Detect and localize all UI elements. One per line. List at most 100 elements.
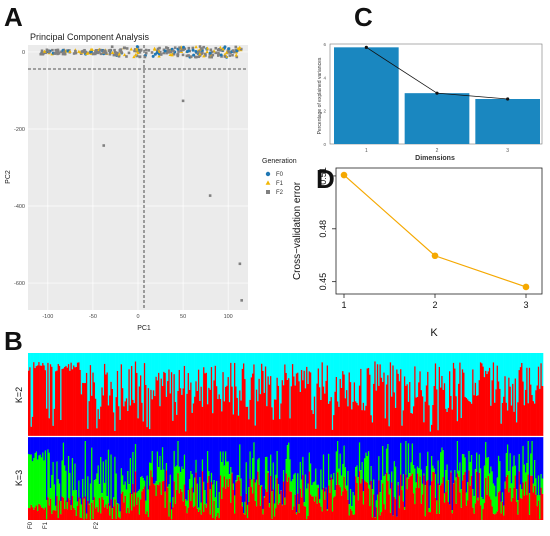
- admixture-k2-segment-red: [38, 362, 40, 436]
- pca-point-f2: [57, 52, 61, 55]
- pca-point-f1: [194, 45, 198, 49]
- admixture-k3-segment-blue: [436, 437, 438, 501]
- pca-point-f2: [68, 49, 71, 52]
- pca-point-f2: [198, 45, 202, 48]
- admixture-k3-segment-red: [450, 472, 452, 520]
- admixture-k3-segment-blue: [371, 437, 374, 490]
- admixture-k2-segment-cyan: [228, 353, 231, 403]
- admixture-k2-segment-red: [441, 375, 443, 436]
- admixture-k2-segment-cyan: [65, 353, 67, 366]
- pca-point-f2: [200, 51, 204, 55]
- admixture-k3-segment-green: [43, 460, 46, 510]
- admixture-k3-segment-blue: [173, 437, 176, 451]
- admixture-k3-segment-green: [149, 462, 151, 486]
- admixture-k3-segment-green: [83, 498, 85, 520]
- admixture-k3-segment-red: [515, 501, 518, 520]
- admixture-k3-segment-red: [286, 481, 289, 520]
- admixture-k3-segment-red: [152, 483, 155, 520]
- admixture-k3-segment-red: [223, 476, 226, 520]
- admixture-k3-segment-red: [509, 487, 512, 520]
- pca-point-f2: [203, 52, 207, 56]
- admixture-k2-segment-cyan: [467, 353, 469, 400]
- admixture-k3-segment-green: [114, 456, 116, 500]
- admixture-k2-segment-red: [451, 409, 454, 436]
- admixture-k3-segment-blue: [361, 437, 364, 463]
- admixture-k2-segment-red: [246, 406, 249, 436]
- admixture-k3-segment-red: [92, 518, 94, 520]
- admixture-k2-segment-red: [419, 371, 421, 436]
- pca-point-f2: [112, 53, 116, 57]
- admixture-k3-segment-green: [387, 444, 389, 482]
- pca-point-f2: [208, 55, 211, 59]
- admixture-k3-segment-red: [510, 501, 513, 520]
- variance-bar: [475, 99, 540, 144]
- admixture-k3-segment-blue: [458, 437, 460, 471]
- admixture-k2-segment-red: [232, 414, 235, 436]
- admixture-k3-segment-green: [221, 462, 223, 499]
- admixture-k3-segment-green: [424, 485, 427, 517]
- admixture-k3-segment-green: [142, 478, 145, 489]
- admixture-k3-segment-red: [267, 472, 270, 520]
- admixture-k2-segment-red: [89, 365, 92, 436]
- admixture-k3-segment-blue: [414, 437, 416, 469]
- admixture-k3-segment-green: [212, 484, 214, 518]
- pca-point-f2: [208, 194, 212, 197]
- admixture-k3-segment-blue: [42, 437, 44, 453]
- admixture-k2-segment-red: [459, 362, 461, 436]
- admixture-k3-segment-blue: [34, 437, 37, 454]
- admixture-k2-segment-red: [371, 422, 374, 436]
- pca-point-f2: [115, 53, 119, 57]
- admixture-k2-segment-cyan: [103, 353, 106, 364]
- admixture-k2-segment-red: [64, 366, 66, 436]
- admixture-k2-segment-red: [252, 373, 254, 436]
- admixture-k2-segment-cyan: [60, 353, 62, 421]
- admixture-k3-segment-blue: [125, 437, 128, 490]
- admixture-k3-segment-blue: [360, 437, 362, 471]
- admixture-k2-segment-cyan: [142, 353, 145, 422]
- admixture-k2-segment-cyan: [527, 353, 530, 404]
- admixture-k3-segment-blue: [375, 437, 378, 501]
- admixture-k3-segment-blue: [503, 437, 505, 506]
- admixture-k2-segment-cyan: [73, 353, 75, 366]
- pca-y-tick-label: -400: [14, 204, 25, 210]
- admixture-k2-segment-red: [300, 369, 303, 436]
- admixture-k2-segment-red: [523, 405, 526, 436]
- admixture-k3-segment-blue: [214, 437, 217, 498]
- admixture-k2-segment-cyan: [214, 353, 217, 366]
- admixture-k2-segment-cyan: [232, 353, 235, 415]
- admixture-k2-segment-cyan: [197, 353, 200, 370]
- admixture-k2-segment-cyan: [170, 353, 173, 373]
- admixture-k2-segment-cyan: [362, 353, 365, 403]
- admixture-k3-segment-green: [385, 448, 388, 473]
- admixture-k2-segment-red: [142, 421, 145, 436]
- pca-point-f2: [165, 49, 169, 53]
- admixture-k2-segment-red: [194, 396, 196, 436]
- admixture-k2-segment-red: [133, 403, 136, 436]
- admixture-k2-segment-cyan: [67, 353, 70, 365]
- admixture-k3-segment-green: [218, 492, 221, 519]
- admixture-k3-segment-green: [164, 491, 167, 508]
- admixture-k3-segment-blue: [527, 437, 530, 442]
- admixture-k3-segment-green: [499, 461, 501, 492]
- pca-point-f2: [102, 144, 106, 147]
- pca-legend-label: F0: [276, 172, 284, 178]
- pca-point-f2: [187, 46, 191, 50]
- admixture-k2-segment-red: [264, 366, 267, 436]
- admixture-k3-segment-red: [330, 477, 333, 520]
- admixture-k3-segment-green: [418, 468, 420, 488]
- admixture-k3-segment-blue: [203, 437, 205, 482]
- pca-point-f2: [144, 48, 148, 52]
- pca-point-f1: [198, 52, 202, 56]
- admixture-k3-segment-red: [456, 473, 459, 520]
- pca-point-f2: [138, 55, 141, 59]
- admixture-k3-segment-green: [39, 454, 42, 506]
- admixture-k3-segment-red: [400, 474, 402, 520]
- pca-legend-label: F2: [276, 190, 284, 196]
- admixture-k3-segment-red: [346, 490, 348, 520]
- admixture-k3-segment-green: [356, 465, 358, 483]
- admixture-k3-segment-blue: [312, 437, 315, 483]
- admixture-k2-segment-red: [235, 386, 237, 436]
- admixture-k3-segment-blue: [514, 437, 517, 466]
- admixture-k3-segment-red: [343, 476, 346, 520]
